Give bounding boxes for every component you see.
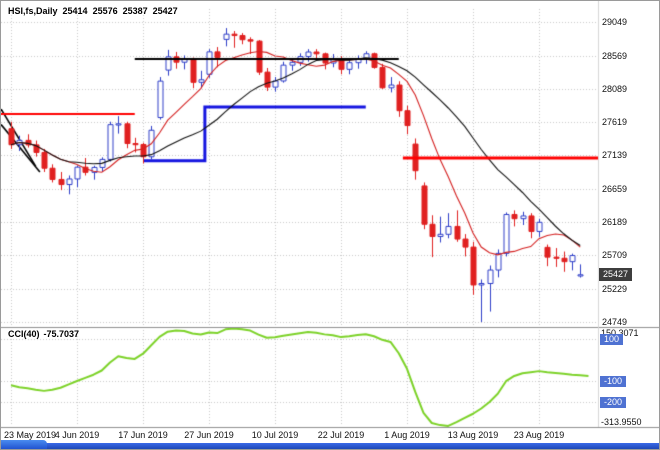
time-axis-label: 17 Jun 2019 <box>118 430 168 440</box>
indicator-level-label: -200 <box>600 397 627 408</box>
close-value: 25427 <box>152 6 178 16</box>
time-axis-label: 23 May 2019 <box>3 430 57 440</box>
indicator-name: CCI(40) <box>8 329 40 339</box>
price-axis-label: 26659 <box>602 183 628 194</box>
symbol-name: HSI,fs,Daily <box>8 6 58 16</box>
price-axis-label: 27619 <box>602 116 628 127</box>
open-value: 25414 <box>62 6 88 16</box>
price-axis-label: 28089 <box>602 84 628 94</box>
indicator-level-label: 100 <box>600 334 624 345</box>
price-axis-label: 24749 <box>602 317 628 328</box>
price-axis-label: 25709 <box>602 250 628 261</box>
taskbar <box>1 443 659 449</box>
indicator-info: CCI(40) -75.7037 <box>8 329 79 339</box>
time-axis-label: 4 Jun 2019 <box>54 430 100 440</box>
time-axis-label: 27 Jun 2019 <box>184 430 234 440</box>
indicator-level-label: -100 <box>600 376 627 387</box>
time-axis-label: 1 Aug 2019 <box>384 430 430 440</box>
price-axis-label: 25229 <box>602 283 628 294</box>
time-axis-label: 23 Aug 2019 <box>513 430 565 440</box>
indicator-extreme-label: -313.9550 <box>601 417 642 427</box>
low-value: 25387 <box>122 6 148 16</box>
time-axis-label: 10 Jul 2019 <box>251 430 299 440</box>
price-axis-label: 29049 <box>602 17 628 27</box>
indicator-extreme-label: 150.3071 <box>601 328 639 338</box>
time-axis-label: 13 Aug 2019 <box>447 430 499 440</box>
price-axis-label: 28569 <box>602 50 628 61</box>
indicator-value: -75.7037 <box>43 329 80 339</box>
time-axis-label: 22 Jul 2019 <box>317 430 365 440</box>
price-axis-label: 26189 <box>602 216 628 227</box>
current-price-tag: 25427 <box>599 268 633 282</box>
price-axis-label: 27139 <box>602 150 628 161</box>
symbol-info: HSI,fs,Daily 25414 25576 25387 25427 <box>8 6 178 16</box>
high-value: 25576 <box>92 6 118 16</box>
taskbar-start-button[interactable] <box>1 440 47 449</box>
